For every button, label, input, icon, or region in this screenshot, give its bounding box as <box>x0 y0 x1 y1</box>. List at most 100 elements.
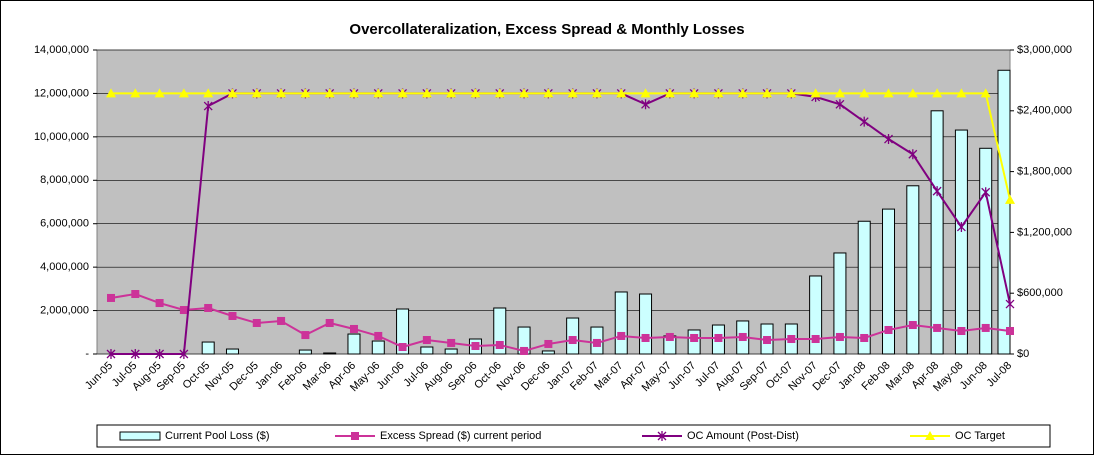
point-marker <box>447 338 456 347</box>
bar <box>396 308 410 355</box>
point-marker <box>763 336 772 345</box>
point-marker <box>204 303 213 312</box>
point-marker <box>884 325 893 334</box>
point-marker <box>495 340 504 349</box>
point-marker <box>203 101 213 112</box>
point-marker <box>932 88 943 98</box>
bar <box>420 346 434 355</box>
y-tick-label: 12,000,000 <box>34 87 89 99</box>
point-marker <box>834 88 845 98</box>
bar <box>954 129 968 355</box>
bar <box>444 348 458 355</box>
y2-tick-label: $1,800,000 <box>1017 166 1072 178</box>
y2-tick-label: $2,400,000 <box>1017 105 1072 117</box>
series-line <box>110 292 1011 352</box>
y2-tick-label: $600,000 <box>1017 287 1063 299</box>
point-marker <box>227 88 238 98</box>
point-marker <box>592 338 601 347</box>
point-marker <box>714 333 723 342</box>
point-marker <box>1005 194 1015 204</box>
point-marker <box>251 88 262 98</box>
y-tick-label: 8,000,000 <box>40 174 89 186</box>
point-marker <box>980 88 991 98</box>
legend-label: OC Amount (Post-Dist) <box>687 430 799 442</box>
bar <box>906 185 920 355</box>
bar <box>225 348 239 355</box>
y2-tick-label: $1,200,000 <box>1017 226 1072 238</box>
point-marker <box>300 88 311 98</box>
point-marker <box>252 318 261 327</box>
point-marker <box>689 88 700 98</box>
point-marker <box>421 88 432 98</box>
point-marker <box>567 88 578 98</box>
bar <box>566 317 580 355</box>
point-marker <box>640 88 651 98</box>
point-marker <box>1005 299 1015 310</box>
point-marker <box>228 312 237 320</box>
point-marker <box>398 343 407 352</box>
point-marker <box>883 88 894 98</box>
point-marker <box>131 290 140 299</box>
point-marker <box>544 339 553 348</box>
chart-title: Overcollateralization, Excess Spread & M… <box>349 21 744 38</box>
point-marker <box>348 88 359 98</box>
point-marker <box>203 88 214 98</box>
point-marker <box>835 332 844 341</box>
point-marker <box>908 149 918 160</box>
legend-label: Current Pool Loss ($) <box>165 430 270 442</box>
point-marker <box>543 88 554 98</box>
point-marker <box>957 326 966 335</box>
legend-label: OC Target <box>955 430 1005 442</box>
point-marker <box>884 134 893 145</box>
point-marker <box>106 349 116 359</box>
point-marker <box>665 332 674 341</box>
point-marker <box>933 323 942 332</box>
point-marker <box>470 88 481 98</box>
point-marker <box>690 333 699 342</box>
point-marker <box>616 88 627 98</box>
bar <box>371 340 385 355</box>
point-marker <box>324 88 335 98</box>
point-marker <box>520 346 529 355</box>
point-marker <box>664 88 675 98</box>
y2-tick-label: $3,000,000 <box>1017 44 1072 56</box>
bar <box>857 220 871 355</box>
point-marker <box>471 341 480 350</box>
legend-swatch <box>119 431 161 441</box>
point-marker <box>349 324 358 333</box>
y-tick-label: 4,000,000 <box>40 261 89 273</box>
point-marker <box>738 332 747 341</box>
point-marker <box>641 333 650 342</box>
point-marker <box>301 331 310 340</box>
point-marker <box>981 323 990 332</box>
bar <box>809 275 823 355</box>
point-marker <box>956 221 966 232</box>
bar <box>201 341 215 355</box>
point-marker <box>835 99 845 110</box>
point-marker <box>641 99 651 110</box>
bar <box>347 333 361 355</box>
point-marker <box>179 349 189 359</box>
point-marker <box>981 187 991 198</box>
point-marker <box>130 349 140 359</box>
point-marker <box>617 331 626 340</box>
point-marker <box>276 88 287 98</box>
point-marker <box>956 88 967 98</box>
point-marker <box>762 88 773 98</box>
bar <box>639 293 653 355</box>
point-marker <box>107 293 115 302</box>
point-marker <box>494 88 505 98</box>
point-marker <box>325 318 334 327</box>
bar <box>687 329 701 355</box>
bar <box>979 147 993 355</box>
point-marker <box>130 88 141 98</box>
point-marker <box>737 88 748 98</box>
legend-label: Excess Spread ($) current period <box>380 430 541 442</box>
point-marker <box>178 88 189 98</box>
point-marker <box>907 88 918 98</box>
point-marker <box>106 88 116 98</box>
y-tick-label: 2,000,000 <box>40 304 89 316</box>
bar <box>541 350 555 355</box>
